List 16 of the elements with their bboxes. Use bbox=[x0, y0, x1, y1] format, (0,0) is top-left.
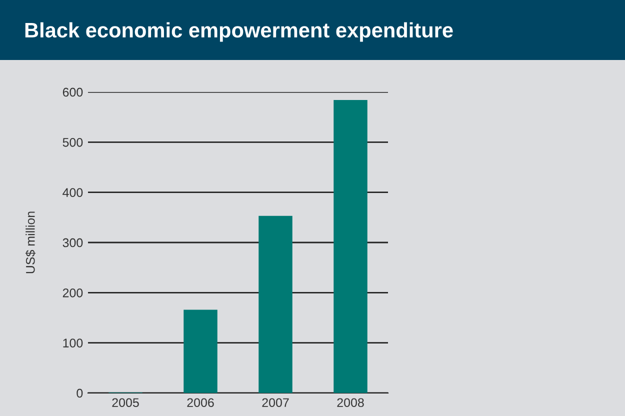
x-tick-label: 2006 bbox=[187, 398, 214, 408]
y-tick-label: 200 bbox=[62, 288, 83, 298]
y-axis-title: US$ million bbox=[25, 212, 36, 274]
y-tick-label: 300 bbox=[62, 238, 83, 248]
bar bbox=[334, 100, 368, 393]
bar bbox=[184, 310, 218, 393]
x-tick-label: 2008 bbox=[337, 398, 364, 408]
y-tick-label: 500 bbox=[62, 138, 83, 147]
x-tick-label: 2005 bbox=[112, 398, 139, 408]
y-tick-label: 600 bbox=[62, 88, 83, 97]
y-tick-label: 100 bbox=[63, 338, 83, 348]
x-tick-label: 2007 bbox=[262, 398, 289, 408]
y-tick-label: 0 bbox=[76, 388, 83, 398]
bar bbox=[258, 216, 292, 393]
chart-title: Black economic empowerment expenditure bbox=[25, 22, 453, 42]
y-tick-label: 400 bbox=[62, 188, 83, 197]
